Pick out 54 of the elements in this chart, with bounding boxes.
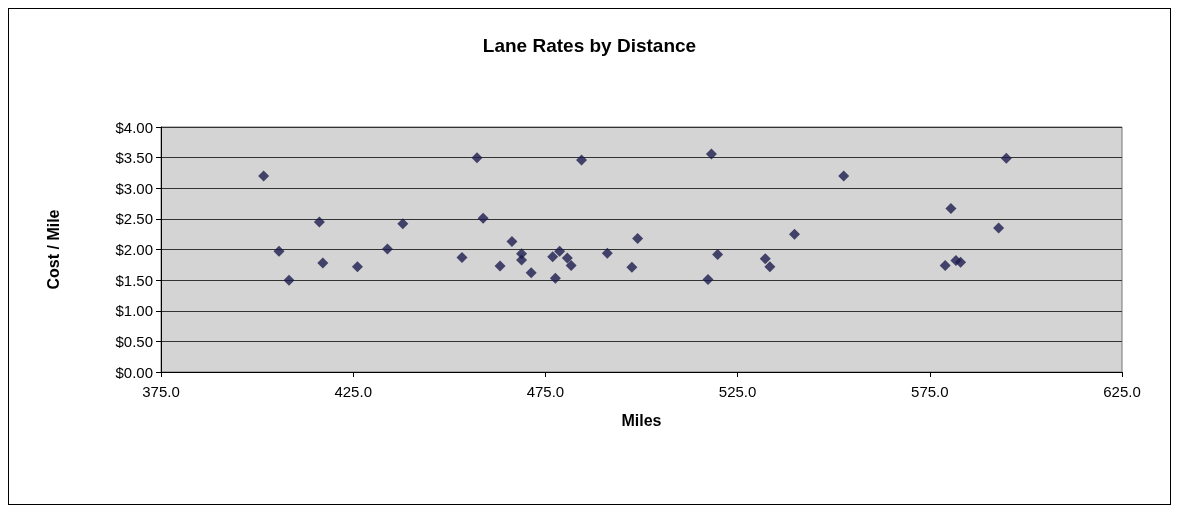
point [712, 248, 724, 260]
point [632, 232, 644, 244]
y-tick-label: $2.50 [115, 210, 153, 228]
point [788, 228, 800, 240]
point [1000, 152, 1012, 164]
point [626, 261, 638, 273]
point [561, 252, 573, 264]
point [525, 267, 537, 279]
x-tick-label: 625.0 [1103, 383, 1141, 400]
x-tick-label: 425.0 [334, 383, 372, 400]
x-tick-label: 475.0 [526, 383, 565, 400]
point [381, 243, 393, 255]
point [838, 170, 850, 182]
x-axis-title: Miles [621, 411, 662, 429]
point [313, 216, 325, 228]
y-axis-title: Cost / Mile [44, 209, 62, 290]
x-tick-label: 575.0 [911, 383, 949, 400]
y-tick-label: $3.50 [115, 149, 153, 167]
point [273, 245, 285, 257]
y-tick-label: $4.00 [115, 118, 153, 136]
point [601, 247, 613, 259]
point [258, 170, 270, 182]
y-tick-label: $2.00 [115, 241, 153, 258]
point [993, 222, 1005, 234]
point [283, 274, 295, 286]
y-tick-label: $0.00 [115, 363, 153, 381]
point [494, 260, 506, 272]
x-tick-label: 525.0 [718, 383, 757, 400]
point [317, 257, 329, 269]
y-tick-label: $1.00 [115, 302, 153, 320]
point [764, 261, 776, 273]
point [547, 251, 559, 263]
y-tick-label: $1.50 [115, 271, 153, 289]
point [939, 259, 951, 271]
point [471, 152, 483, 164]
point [506, 236, 518, 248]
y-tick-label: $3.00 [115, 179, 153, 197]
point [955, 256, 967, 268]
point [516, 254, 528, 266]
point [397, 218, 409, 230]
y-tick-label: $0.50 [115, 332, 153, 350]
point [702, 274, 714, 286]
point [351, 261, 363, 273]
point [477, 212, 489, 224]
point [945, 202, 957, 214]
point [576, 154, 588, 166]
point [456, 251, 468, 263]
point [554, 245, 566, 257]
point [565, 259, 577, 271]
x-tick-label: 375.0 [142, 383, 180, 400]
point [705, 148, 717, 160]
chart-title: Lane Rates by Distance [482, 35, 697, 56]
point [549, 272, 561, 284]
point [759, 253, 771, 265]
